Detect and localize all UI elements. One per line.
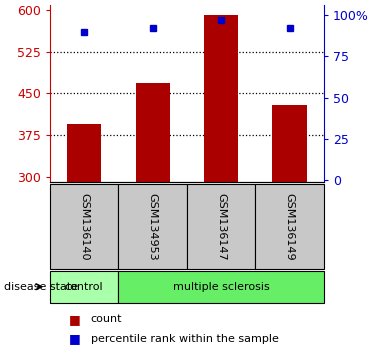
- Text: disease state: disease state: [4, 282, 78, 292]
- Bar: [50, 271, 118, 303]
- Bar: [187, 184, 255, 269]
- Text: count: count: [91, 314, 122, 324]
- Text: multiple sclerosis: multiple sclerosis: [173, 282, 269, 292]
- Text: control: control: [65, 282, 104, 292]
- Text: GSM134953: GSM134953: [148, 193, 158, 261]
- Text: GSM136149: GSM136149: [285, 193, 295, 261]
- Bar: [118, 184, 187, 269]
- Bar: [67, 124, 101, 182]
- Bar: [204, 15, 238, 182]
- Text: ■: ■: [68, 313, 80, 326]
- Bar: [135, 83, 170, 182]
- Text: GSM136147: GSM136147: [216, 193, 226, 261]
- Bar: [118, 271, 324, 303]
- Text: GSM136140: GSM136140: [79, 193, 89, 260]
- Bar: [255, 184, 324, 269]
- Bar: [272, 105, 307, 182]
- Text: ■: ■: [68, 332, 80, 346]
- Bar: [50, 184, 118, 269]
- Text: percentile rank within the sample: percentile rank within the sample: [91, 334, 279, 344]
